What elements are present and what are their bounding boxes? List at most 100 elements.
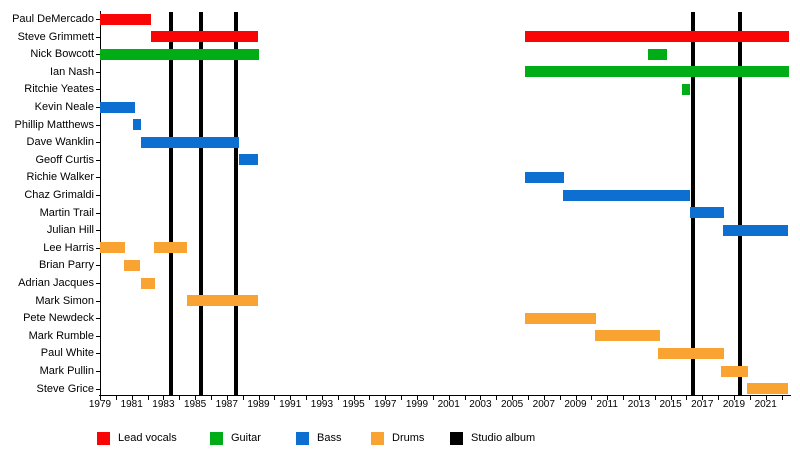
y-axis-tick <box>96 318 100 320</box>
legend-swatch-studio-album <box>450 432 463 445</box>
y-axis-tick <box>96 300 100 302</box>
x-axis-tick <box>559 395 561 400</box>
y-axis-tick <box>96 283 100 284</box>
y-axis-tick <box>96 388 100 390</box>
x-axis-tick <box>607 395 609 400</box>
x-tick-label: 1993 <box>310 399 334 410</box>
y-axis-tick <box>96 19 100 20</box>
member-bar-steve-grimmett <box>524 31 790 43</box>
member-label-martin-trail: Martin Trail <box>39 206 94 219</box>
x-axis-tick <box>464 395 466 400</box>
member-label-adrian-jacques: Adrian Jacques <box>18 277 94 289</box>
x-axis-tick <box>417 395 418 400</box>
x-axis-tick <box>306 395 308 400</box>
member-label-mark-rumble: Mark Rumble <box>28 329 94 342</box>
x-axis-tick <box>274 395 276 400</box>
x-axis-tick <box>432 395 434 400</box>
x-axis-tick <box>734 395 735 400</box>
member-bar-chaz-grimaldi <box>562 189 690 201</box>
member-bar-mark-pullin <box>721 365 749 377</box>
x-axis-tick <box>321 395 323 400</box>
x-axis-line <box>99 395 791 396</box>
x-tick-label: 2005 <box>500 399 524 410</box>
x-tick-label: 2019 <box>722 399 746 410</box>
x-axis-tick <box>496 395 498 400</box>
member-bar-geoff-curtis <box>239 154 259 166</box>
x-tick-label: 2017 <box>691 399 714 410</box>
member-bar-steve-grice <box>746 383 788 395</box>
x-axis-tick <box>448 395 450 400</box>
legend-swatch-guitar <box>210 432 223 445</box>
x-axis-tick <box>781 395 783 400</box>
legend-label-lead-vocals: Lead vocals <box>118 432 177 444</box>
y-axis-tick <box>96 54 100 56</box>
x-tick-label: 1983 <box>152 399 175 410</box>
x-axis-tick <box>290 395 292 400</box>
x-axis-tick <box>163 395 165 400</box>
member-label-ritchie-yeates: Ritchie Yeates <box>24 83 94 96</box>
member-bar-paul-white <box>657 347 725 359</box>
legend-label-drums: Drums <box>392 432 425 444</box>
y-axis-tick <box>96 36 100 38</box>
studio-album-line <box>199 12 204 395</box>
x-axis-tick <box>591 395 593 400</box>
x-tick-label: 2013 <box>627 399 651 410</box>
x-tick-label: 2009 <box>564 399 587 410</box>
y-axis-tick <box>96 353 100 355</box>
member-bar-dave-wanklin <box>141 136 240 148</box>
member-label-mark-pullin: Mark Pullin <box>39 365 94 377</box>
member-bar-mark-simon <box>187 295 259 307</box>
x-axis-tick <box>543 395 545 400</box>
member-bar-ritchie-yeates <box>681 83 690 95</box>
x-axis-tick <box>195 395 197 400</box>
y-axis-tick <box>96 124 100 126</box>
y-axis-line <box>100 11 101 395</box>
studio-album-line <box>168 12 173 395</box>
x-axis-tick <box>654 395 656 400</box>
member-bar-pete-newdeck <box>524 312 597 324</box>
studio-album-line <box>234 12 239 395</box>
x-axis-tick <box>210 395 212 400</box>
member-label-steve-grimmett: Steve Grimmett <box>17 30 94 43</box>
y-axis-tick <box>96 142 100 144</box>
legend-label-guitar: Guitar <box>231 432 261 444</box>
x-tick-label: 1999 <box>405 399 429 410</box>
x-axis-tick <box>258 395 260 400</box>
legend-swatch-drums <box>371 432 384 445</box>
x-axis-tick <box>353 395 355 400</box>
member-label-kevin-neale: Kevin Neale <box>34 101 94 113</box>
member-bar-paul-demercado <box>100 13 151 25</box>
y-axis-tick <box>96 371 100 372</box>
member-bar-mark-rumble <box>594 330 660 342</box>
y-axis-tick <box>96 195 100 196</box>
member-label-richie-walker: Richie Walker <box>26 171 94 184</box>
member-bar-steve-grimmett <box>150 31 259 43</box>
x-axis-tick <box>765 395 767 400</box>
legend-swatch-lead-vocals <box>97 432 110 445</box>
x-axis-tick <box>115 395 117 400</box>
y-axis-tick <box>96 265 100 267</box>
x-axis-tick <box>623 395 625 400</box>
x-axis-tick <box>179 395 181 400</box>
x-tick-label: 1997 <box>374 399 397 410</box>
x-axis-tick <box>131 395 133 400</box>
x-tick-label: 1985 <box>183 399 207 410</box>
studio-album-line <box>738 12 743 395</box>
y-axis-tick <box>96 177 100 179</box>
x-axis-tick <box>670 395 672 400</box>
member-label-phillip-matthews: Phillip Matthews <box>14 118 94 131</box>
member-label-paul-white: Paul White <box>40 347 94 360</box>
x-axis-tick <box>401 395 403 400</box>
member-bar-lee-harris <box>100 242 126 254</box>
x-axis-tick <box>226 395 228 400</box>
member-bar-martin-trail <box>689 207 725 219</box>
x-tick-label: 2011 <box>596 399 618 410</box>
x-axis-tick <box>702 395 704 400</box>
x-axis-tick <box>369 395 371 400</box>
x-axis-tick <box>718 395 720 400</box>
member-bar-ian-nash <box>524 66 790 78</box>
x-axis-tick <box>638 395 640 400</box>
x-tick-label: 1987 <box>215 399 238 410</box>
x-axis-tick <box>575 395 577 400</box>
member-label-brian-parry: Brian Parry <box>38 259 94 272</box>
